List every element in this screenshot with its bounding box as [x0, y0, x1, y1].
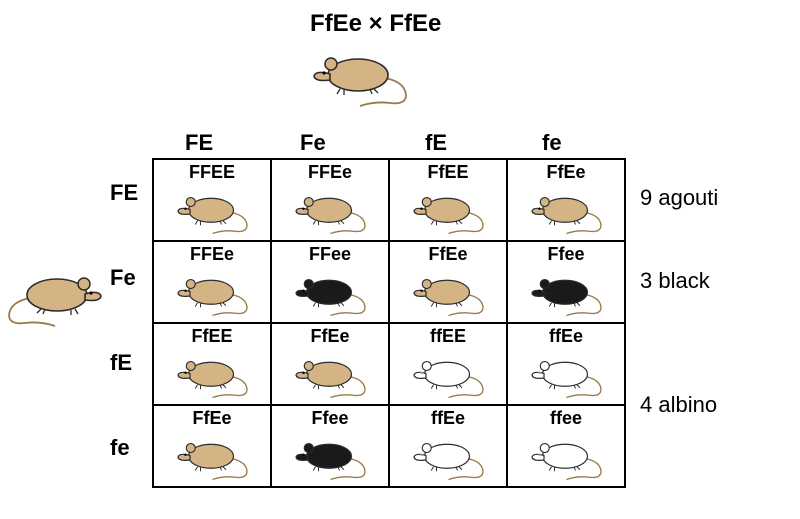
- genotype-label: FfEe: [508, 162, 624, 183]
- cell-mouse: [154, 348, 270, 401]
- mouse-icon: [293, 430, 368, 483]
- phenotype-ratio: 3 black: [640, 268, 710, 294]
- punnett-cell: FfEe: [389, 241, 507, 323]
- punnett-cell: Ffee: [507, 241, 625, 323]
- cell-mouse: [390, 184, 506, 237]
- mouse-icon: [411, 266, 486, 319]
- punnett-cell: FfEE: [153, 323, 271, 405]
- mouse-icon: [293, 184, 368, 237]
- cell-mouse: [272, 430, 388, 483]
- col-header: FE: [185, 130, 213, 156]
- punnett-cell: FFEE: [153, 159, 271, 241]
- cell-mouse: [154, 266, 270, 319]
- mouse-icon: [529, 348, 604, 401]
- mouse-icon: [411, 348, 486, 401]
- cell-mouse: [272, 348, 388, 401]
- genotype-label: FfEe: [154, 408, 270, 429]
- col-header: Fe: [300, 130, 326, 156]
- punnett-grid: FFEE FFEe: [152, 158, 626, 488]
- genotype-label: FFEe: [272, 162, 388, 183]
- cell-mouse: [154, 430, 270, 483]
- cell-mouse: [390, 266, 506, 319]
- genotype-label: ffee: [508, 408, 624, 429]
- mouse-icon: [529, 184, 604, 237]
- row-header: fE: [110, 350, 132, 376]
- parent-top-mouse: [310, 40, 410, 115]
- mouse-icon: [293, 266, 368, 319]
- row-header: FE: [110, 180, 138, 206]
- mouse-icon: [411, 184, 486, 237]
- punnett-cell: FfEe: [271, 323, 389, 405]
- parent-left-mouse: [5, 260, 105, 335]
- col-header: fE: [425, 130, 447, 156]
- punnett-cell: FFEe: [271, 159, 389, 241]
- genotype-label: ffEe: [508, 326, 624, 347]
- genotype-label: FfEe: [390, 244, 506, 265]
- genotype-label: FFee: [272, 244, 388, 265]
- punnett-cell: FFEe: [153, 241, 271, 323]
- punnett-cell: Ffee: [271, 405, 389, 487]
- punnett-cell: ffEe: [507, 323, 625, 405]
- genotype-label: Ffee: [272, 408, 388, 429]
- mouse-icon: [175, 430, 250, 483]
- genotype-label: FFEe: [154, 244, 270, 265]
- cell-mouse: [272, 266, 388, 319]
- phenotype-ratio: 4 albino: [640, 392, 717, 418]
- mouse-icon: [175, 348, 250, 401]
- cell-mouse: [508, 348, 624, 401]
- genotype-label: FfEE: [390, 162, 506, 183]
- col-header: fe: [542, 130, 562, 156]
- genotype-label: FfEE: [154, 326, 270, 347]
- phenotype-ratio: 9 agouti: [640, 185, 718, 211]
- cell-mouse: [390, 348, 506, 401]
- punnett-cell: FfEE: [389, 159, 507, 241]
- mouse-icon: [310, 40, 410, 110]
- mouse-icon: [175, 266, 250, 319]
- mouse-icon: [529, 266, 604, 319]
- mouse-icon: [411, 430, 486, 483]
- punnett-cell: ffEe: [389, 405, 507, 487]
- punnett-cell: ffee: [507, 405, 625, 487]
- cross-title: FfEe × FfEe: [310, 10, 441, 38]
- row-header: Fe: [110, 265, 136, 291]
- mouse-icon: [175, 184, 250, 237]
- genotype-label: ffEe: [390, 408, 506, 429]
- punnett-cell: ffEE: [389, 323, 507, 405]
- mouse-icon: [529, 430, 604, 483]
- genotype-label: FFEE: [154, 162, 270, 183]
- cell-mouse: [508, 266, 624, 319]
- cell-mouse: [508, 430, 624, 483]
- genotype-label: ffEE: [390, 326, 506, 347]
- cell-mouse: [390, 430, 506, 483]
- cell-mouse: [508, 184, 624, 237]
- punnett-square-diagram: FfEe × FfEe: [0, 0, 800, 519]
- genotype-label: Ffee: [508, 244, 624, 265]
- cell-mouse: [154, 184, 270, 237]
- punnett-cell: FFee: [271, 241, 389, 323]
- row-header: fe: [110, 435, 130, 461]
- mouse-icon: [5, 260, 105, 330]
- punnett-cell: FfEe: [507, 159, 625, 241]
- punnett-cell: FfEe: [153, 405, 271, 487]
- mouse-icon: [293, 348, 368, 401]
- cell-mouse: [272, 184, 388, 237]
- genotype-label: FfEe: [272, 326, 388, 347]
